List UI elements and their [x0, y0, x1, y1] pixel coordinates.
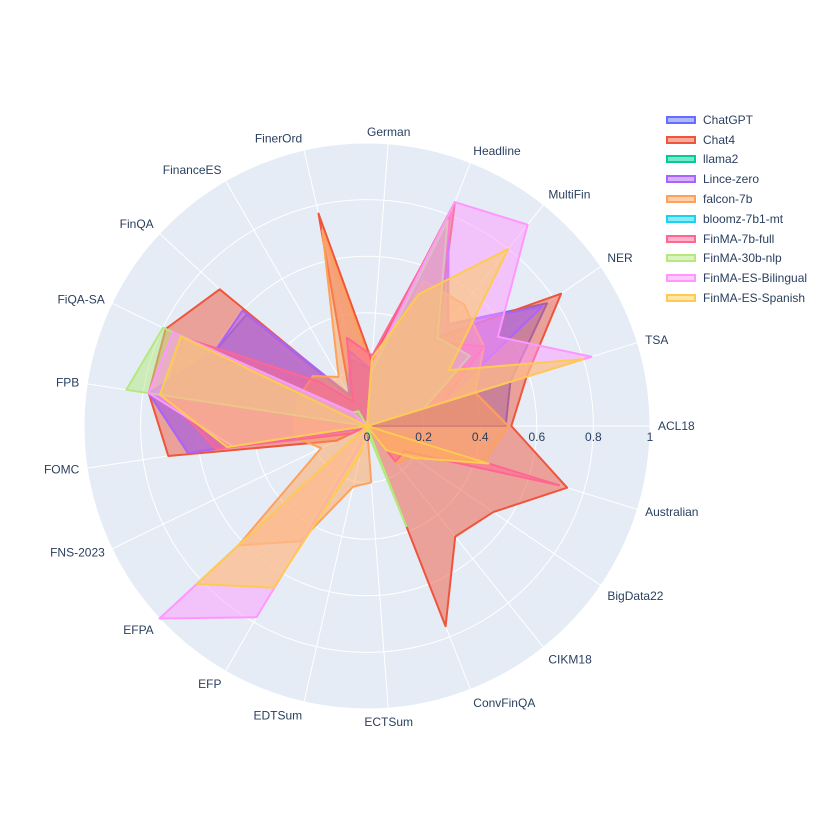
- legend-label: FinMA-ES-Bilingual: [703, 271, 808, 286]
- legend-item[interactable]: falcon-7b: [666, 189, 826, 209]
- axis-label-finerord: FinerOrd: [255, 131, 302, 145]
- axis-label-ner: NER: [607, 251, 633, 265]
- axis-label-ectsum: ECTSum: [364, 715, 413, 729]
- legend-item[interactable]: FinMA-ES-Bilingual: [666, 268, 826, 288]
- legend-item[interactable]: bloomz-7b1-mt: [666, 209, 826, 229]
- axis-label-tsa: TSA: [645, 333, 668, 347]
- legend-item[interactable]: FinMA-30b-nlp: [666, 249, 826, 269]
- legend-item[interactable]: Lince-zero: [666, 169, 826, 189]
- legend-label: FinMA-ES-Spanish: [703, 291, 806, 306]
- axis-label-headline: Headline: [473, 144, 521, 158]
- radial-tick-label: 0.2: [415, 430, 432, 444]
- legend-label: FinMA-30b-nlp: [703, 251, 782, 266]
- series-finma-es-spanish[interactable]: [158, 247, 585, 589]
- axis-label-efp: EFP: [198, 677, 221, 691]
- axis-label-convfinqa: ConvFinQA: [473, 696, 535, 710]
- axis-label-acl18: ACL18: [658, 419, 695, 433]
- legend-swatch: [666, 214, 696, 223]
- legend-label: bloomz-7b1-mt: [703, 211, 784, 226]
- legend-swatch: [666, 115, 696, 124]
- legend-swatch: [666, 274, 696, 283]
- axis-label-finqa: FinQA: [120, 217, 154, 231]
- legend-item[interactable]: FinMA-7b-full: [666, 229, 826, 249]
- legend-item[interactable]: FinMA-ES-Spanish: [666, 288, 826, 308]
- legend-swatch: [666, 135, 696, 144]
- radial-tick-label: 0: [364, 430, 371, 444]
- radial-tick-label: 1: [647, 430, 654, 444]
- series-layer: [125, 201, 593, 628]
- legend-item[interactable]: ChatGPT: [666, 110, 826, 130]
- axis-label-efpa: EFPA: [123, 623, 153, 637]
- axis-label-multifin: MultiFin: [548, 188, 590, 202]
- legend-swatch: [666, 234, 696, 243]
- legend-label: falcon-7b: [703, 192, 753, 207]
- legend: ChatGPT Chat4 llama2 Lince-zero falcon-7b blo…: [666, 110, 826, 308]
- legend-swatch: [666, 294, 696, 303]
- legend-label: Chat4: [703, 132, 736, 147]
- legend-label: Lince-zero: [703, 172, 760, 187]
- axis-label-australian: Australian: [645, 505, 698, 519]
- axis-label-edtsum: EDTSum: [254, 709, 303, 723]
- axis-label-german: German: [367, 125, 410, 139]
- legend-swatch: [666, 155, 696, 164]
- axis-label-fns-2023: FNS-2023: [50, 545, 105, 559]
- legend-item[interactable]: llama2: [666, 150, 826, 170]
- axis-label-cikm18: CIKM18: [548, 653, 592, 667]
- radial-tick-label: 0.6: [528, 430, 545, 444]
- legend-label: FinMA-7b-full: [703, 231, 775, 246]
- axis-label-financees: FinanceES: [163, 163, 222, 177]
- legend-swatch: [666, 254, 696, 263]
- legend-item[interactable]: Chat4: [666, 130, 826, 150]
- axis-label-fomc: FOMC: [44, 462, 80, 476]
- legend-label: ChatGPT: [703, 112, 754, 127]
- legend-swatch: [666, 195, 696, 204]
- legend-label: llama2: [703, 152, 739, 167]
- axis-label-fpb: FPB: [56, 376, 79, 390]
- axis-labels: 0 0.2 0.4 0.6 0.8 1 ACL18 TSA NER MultiFin Headlin…: [44, 125, 699, 729]
- axis-label-fiqa-sa: FiQA-SA: [57, 293, 104, 307]
- radial-tick-label: 0.8: [585, 430, 602, 444]
- radial-tick-label: 0.4: [472, 430, 489, 444]
- axis-label-bigdata22: BigData22: [607, 589, 663, 603]
- legend-swatch: [666, 175, 696, 184]
